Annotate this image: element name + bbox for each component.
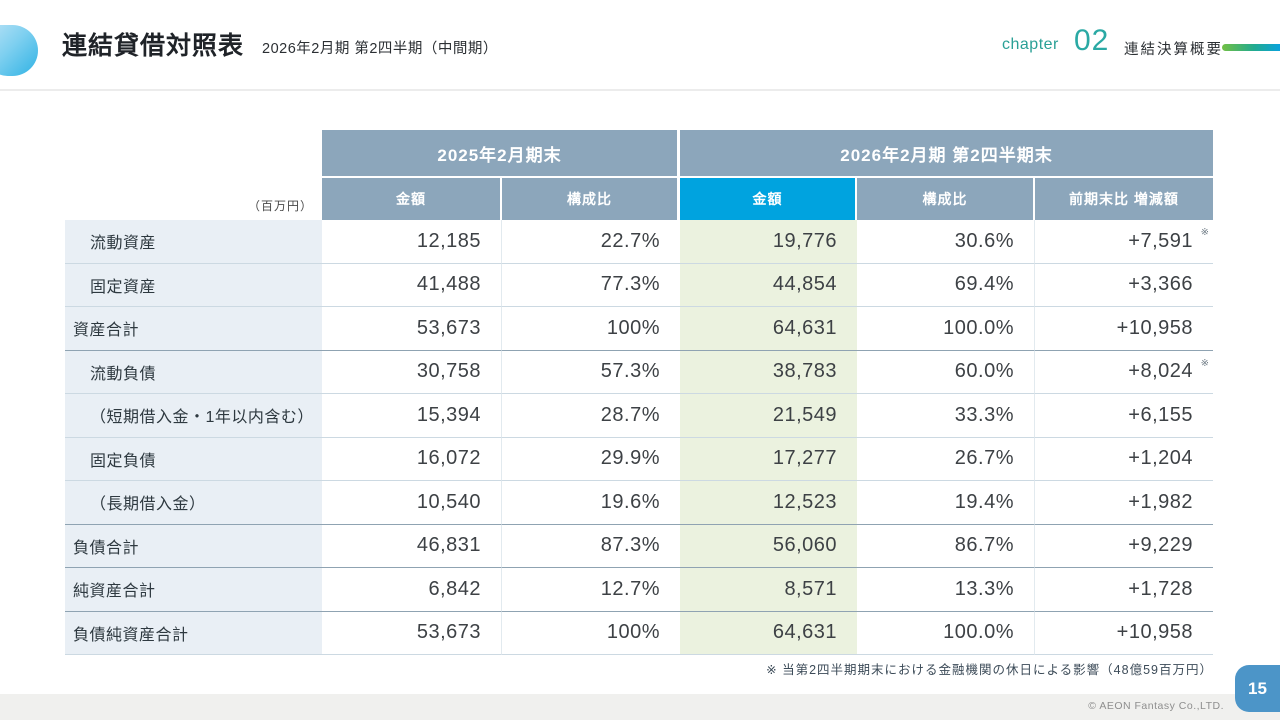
ratio-2025: 100%: [502, 611, 680, 655]
amount-2025: 16,072: [322, 437, 502, 481]
ratio-2025: 87.3%: [502, 524, 680, 568]
change-amount: +8,024 ※: [1035, 350, 1213, 394]
change-amount: +1,728: [1035, 568, 1213, 612]
footnote: ※ 当第2四半期期末における金融機関の休日による影響（48億59百万円）: [766, 663, 1213, 677]
amount-2026: 12,523: [680, 481, 857, 525]
ratio-2026: 33.3%: [857, 394, 1035, 438]
row-label: （短期借入金・1年以内含む）: [65, 394, 322, 438]
note-mark: ※: [1200, 227, 1209, 238]
amount-2025: 12,185: [322, 220, 502, 264]
amount-2026: 17,277: [680, 437, 857, 481]
amount-2025: 15,394: [322, 394, 502, 438]
amount-2026: 8,571: [680, 568, 857, 612]
change-amount: +1,204: [1035, 437, 1213, 481]
change-amount: +6,155: [1035, 394, 1213, 438]
footer-bar: [0, 694, 1280, 720]
row-label: 負債純資産合計: [65, 611, 322, 655]
ratio-2025: 100%: [502, 307, 680, 351]
page-number-badge: 15: [1235, 665, 1280, 712]
row-label: （長期借入金）: [65, 481, 322, 525]
row-label: 固定負債: [65, 437, 322, 481]
row-label: 資産合計: [65, 307, 322, 351]
ratio-2025: 57.3%: [502, 350, 680, 394]
amount-2025: 53,673: [322, 611, 502, 655]
ratio-2026: 19.4%: [857, 481, 1035, 525]
header-spacer: [65, 130, 322, 176]
column-header-amount-2026: 金額: [680, 176, 857, 220]
amount-2026: 64,631: [680, 307, 857, 351]
ratio-2025: 28.7%: [502, 394, 680, 438]
column-header-change: 前期末比 増減額: [1035, 176, 1213, 220]
change-amount: +9,229: [1035, 524, 1213, 568]
ratio-2026: 13.3%: [857, 568, 1035, 612]
chapter-number: 02: [1074, 24, 1110, 57]
chapter-label: chapter: [1002, 36, 1059, 53]
ratio-2025: 22.7%: [502, 220, 680, 264]
amount-2026: 21,549: [680, 394, 857, 438]
ratio-2026: 69.4%: [857, 263, 1035, 307]
amount-2025: 10,540: [322, 481, 502, 525]
title-accent-shape-icon: [0, 25, 38, 76]
header-bar: 連結貸借対照表 2026年2月期 第2四半期（中間期） chapter 02 連…: [0, 0, 1280, 91]
ratio-2025: 19.6%: [502, 481, 680, 525]
column-group-2025: 2025年2月期末: [322, 130, 680, 176]
row-label: 流動資産: [65, 220, 322, 264]
page-subtitle: 2026年2月期 第2四半期（中間期）: [262, 41, 498, 57]
amount-2025: 6,842: [322, 568, 502, 612]
row-label: 固定資産: [65, 263, 322, 307]
amount-2025: 41,488: [322, 263, 502, 307]
ratio-2026: 86.7%: [857, 524, 1035, 568]
chapter-title: 連結決算概要: [1124, 42, 1223, 58]
amount-2025: 30,758: [322, 350, 502, 394]
unit-label: （百万円）: [247, 199, 313, 213]
change-amount: +7,591 ※: [1035, 220, 1213, 264]
amount-2026: 38,783: [680, 350, 857, 394]
column-header-ratio-2025: 構成比: [502, 176, 680, 220]
amount-2026: 64,631: [680, 611, 857, 655]
ratio-2026: 60.0%: [857, 350, 1035, 394]
column-header-amount-2025: 金額: [322, 176, 502, 220]
ratio-2026: 100.0%: [857, 307, 1035, 351]
note-mark: ※: [1200, 357, 1209, 369]
ratio-2026: 30.6%: [857, 220, 1035, 264]
row-label: 純資産合計: [65, 568, 322, 612]
ratio-2026: 100.0%: [857, 611, 1035, 655]
change-amount: +3,366: [1035, 263, 1213, 307]
amount-2026: 44,854: [680, 263, 857, 307]
amount-2025: 53,673: [322, 307, 502, 351]
chapter-accent-line: [1222, 44, 1280, 51]
row-label: 負債合計: [65, 524, 322, 568]
column-group-2026: 2026年2月期 第2四半期末: [680, 130, 1213, 176]
ratio-2026: 26.7%: [857, 437, 1035, 481]
amount-2026: 19,776: [680, 220, 857, 264]
ratio-2025: 12.7%: [502, 568, 680, 612]
change-amount: +10,958: [1035, 611, 1213, 655]
column-header-ratio-2026: 構成比: [857, 176, 1035, 220]
ratio-2025: 29.9%: [502, 437, 680, 481]
page-title: 連結貸借対照表: [62, 32, 245, 60]
change-amount: +10,958: [1035, 307, 1213, 351]
change-amount: +1,982: [1035, 481, 1213, 525]
balance-sheet-table: 2025年2月期末 2026年2月期 第2四半期末 （百万円） 金額 構成比 金…: [65, 130, 1213, 655]
amount-2025: 46,831: [322, 524, 502, 568]
ratio-2025: 77.3%: [502, 263, 680, 307]
row-label: 流動負債: [65, 350, 322, 394]
copyright: © AEON Fantasy Co.,LTD.: [1088, 700, 1224, 712]
amount-2026: 56,060: [680, 524, 857, 568]
